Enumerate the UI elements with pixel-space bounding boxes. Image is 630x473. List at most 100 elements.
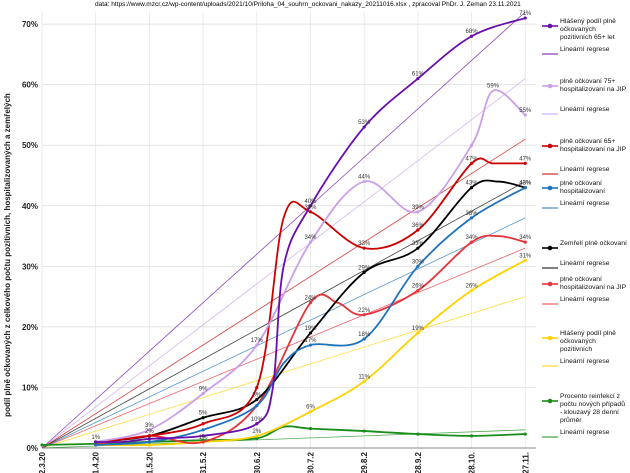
point-s75_icu [416, 210, 420, 214]
legend-trend-label: Lineární regrese [560, 200, 610, 207]
y-tick-label: 40% [22, 202, 38, 211]
series-line-s_reinfect [41, 425, 526, 446]
series-line-s65_icu [95, 157, 526, 443]
y-tick-label: 30% [22, 262, 38, 271]
x-axis-ticks: 2.3.20 1.4.20 1.5.20 31.5.2 30.6.2 30.7.2 29.8… [38, 451, 530, 473]
data-label-s65_icu: 39% [304, 205, 317, 211]
data-label-s65_icu: 47% [466, 156, 479, 162]
y-tick-label: 10% [22, 383, 38, 392]
point-s_positive [362, 379, 366, 383]
point-s65_positive [147, 437, 151, 441]
legend-label: Zemřelí plně očkovaní [560, 240, 627, 247]
legend-trend-label: Lineární regrese [560, 166, 610, 173]
point-s65_positive [416, 77, 420, 81]
point-s_reinfect [523, 432, 527, 436]
point-s65_positive [201, 434, 205, 438]
point-s75_icu [147, 428, 151, 432]
point-s_hosp [255, 404, 259, 408]
trend-line-s65_positive [41, 11, 526, 449]
data-label-s75_icu: 44% [358, 175, 371, 181]
x-tick-label: 31.5.2 [199, 451, 208, 473]
legend-label: plně očkovaní hospitalizovaní na JIP [560, 276, 627, 291]
data-label-s_hosp: 30% [412, 259, 425, 265]
legend-marker-icon [542, 180, 558, 191]
legend-trend-label: Lineární regrese [560, 106, 610, 113]
data-label-s_deaths: 8% [252, 393, 261, 399]
legend-label: plně očkovaní 75+ hospitalizovaní na JIP [560, 78, 627, 93]
point-s_hosp [94, 443, 98, 447]
data-label-s_hosp_icu: 2% [145, 429, 154, 435]
data-label-s_hosp_icu: 34% [466, 235, 479, 241]
point-s_deaths [416, 246, 420, 250]
point-s_hosp [201, 428, 205, 432]
data-label-s_deaths: 43% [519, 181, 532, 187]
series-line-s_hosp [95, 186, 526, 446]
point-s65_icu [308, 210, 313, 214]
y-tick-label: 70% [22, 20, 38, 29]
y-tick-label: 50% [22, 141, 38, 150]
legend-label: Hlášený podíl plně očkovaných pozitivníc… [560, 330, 616, 353]
point-s_hosp [308, 343, 313, 347]
data-label-s_hosp_icu: 34% [519, 235, 532, 241]
point-s65_icu [255, 385, 259, 390]
point-s_hosp_icu [523, 240, 527, 244]
point-s_hosp_icu [362, 313, 366, 317]
point-s_reinfect [40, 443, 44, 447]
data-label-s_positive: 2% [252, 429, 261, 435]
legend-trend-label: Lineární regrese [560, 260, 610, 267]
legend-label: Hlášený podíl plně očkovaných pozitivníc… [560, 18, 616, 41]
series-lines [40, 16, 527, 447]
data-label-s_hosp_icu: 24% [304, 296, 317, 302]
data-label-s_positive: 19% [412, 326, 425, 332]
point-s65_icu [523, 161, 527, 165]
data-label-s65_positive: 61% [412, 72, 425, 78]
point-s_reinfect [362, 429, 366, 433]
point-s65_positive [255, 422, 259, 426]
data-label-s65_positive: 71% [519, 11, 532, 17]
data-label-s65_positive: 68% [466, 29, 479, 35]
point-s65_icu [147, 434, 151, 438]
point-s_reinfect [255, 436, 259, 440]
trend-line-icon [542, 296, 558, 306]
legend: Hlášený podíl plně očkovaných pozitivníc… [538, 8, 628, 468]
point-s_hosp_icu [469, 240, 474, 244]
data-label-s_deaths: 29% [358, 265, 371, 271]
legend-marker-icon [542, 276, 558, 287]
point-s65_icu [416, 228, 420, 232]
point-s_reinfect [469, 434, 474, 438]
trend-line-s_hosp [41, 217, 526, 449]
y-axis-ticks: 0% 10% 20% 30% 40% 50% 60% 70% [22, 20, 38, 453]
point-s65_icu [362, 246, 366, 250]
y-tick-label: 20% [22, 323, 38, 332]
trend-line-s_positive [41, 296, 526, 449]
point-s65_positive [308, 204, 313, 208]
data-label-s_positive: 11% [358, 374, 370, 380]
data-label-s65_positive: 1% [91, 435, 100, 441]
trend-lines [41, 11, 526, 449]
y-tick-label: 0% [26, 444, 38, 453]
trend-line-icon [542, 358, 558, 368]
trend-line-icon [542, 429, 558, 439]
x-tick-label: 30.7.2 [306, 451, 315, 473]
data-label-s_hosp: 38% [466, 211, 479, 217]
x-tick-label: 2.3.20 [38, 451, 47, 473]
series-line-s75_icu [95, 89, 526, 443]
x-tick-label: 30.6.2 [253, 451, 262, 473]
x-tick-label: 27.11. [521, 452, 530, 473]
legend-marker-icon [542, 78, 558, 89]
data-label-s75_icu: 9% [199, 387, 208, 393]
data-labels: 2% 6% 11% 19% 26% 31% 2% 1% 24% 22% 26% 34% 34% 5% 8% 1… [91, 11, 532, 441]
point-s75_icu [523, 113, 527, 117]
data-label-s_deaths: 33% [412, 241, 425, 247]
y-tick-label: 60% [22, 81, 38, 90]
data-label-s_deaths: 5% [199, 411, 208, 417]
legend-trend-label: Lineární regrese [560, 358, 610, 365]
point-s_reinfect [416, 432, 420, 436]
point-s_positive [147, 443, 151, 447]
legend-trend-label: Lineární regrese [560, 429, 610, 436]
trend-line-s_deaths [41, 181, 526, 449]
point-s_hosp_icu [308, 301, 313, 305]
point-s65_positive [94, 440, 98, 444]
data-label-s65_icu: 33% [358, 241, 371, 247]
